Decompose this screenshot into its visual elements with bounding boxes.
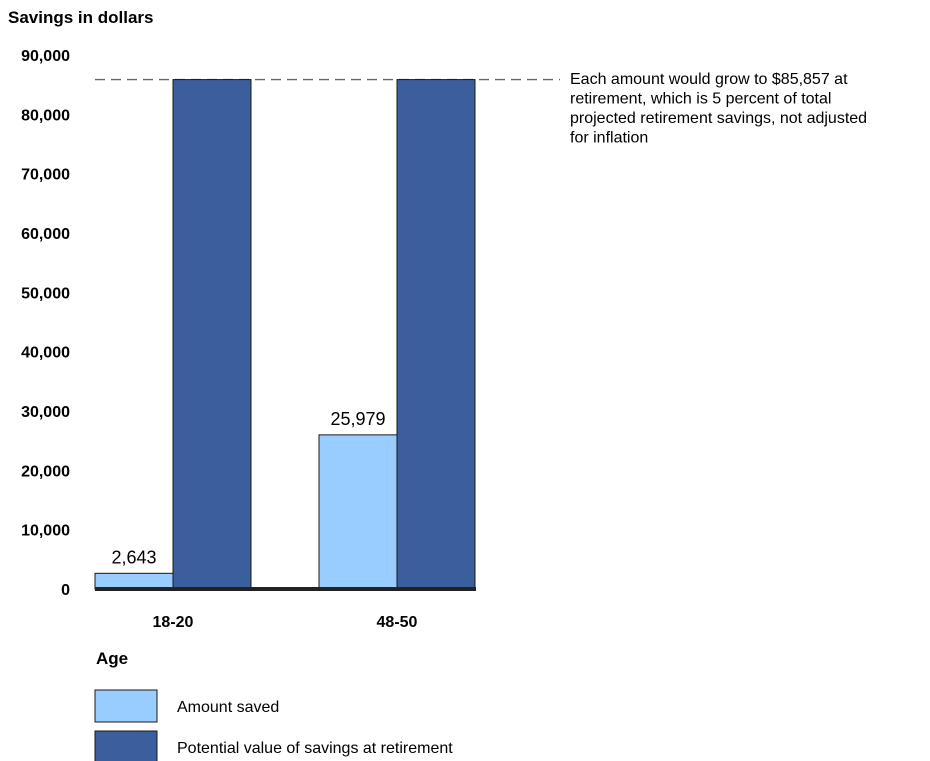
bar-retirement-value-48-50 — [396, 79, 476, 590]
y-tick-label: 0 — [61, 582, 70, 599]
bar-amount-saved-48-50 — [318, 434, 398, 590]
y-tick-label: 80,000 — [21, 107, 70, 124]
x-axis-title: Age — [96, 649, 128, 668]
x-axis-categories: 18-20 48-50 — [153, 614, 418, 631]
legend-label: Potential value of savings at retirement — [177, 740, 453, 757]
x-axis-baseline — [95, 587, 476, 591]
y-tick-label: 70,000 — [21, 167, 70, 184]
y-tick-label: 40,000 — [21, 345, 70, 362]
annotation-line: retirement, which is 5 percent of total — [570, 91, 831, 108]
y-tick-label: 60,000 — [21, 226, 70, 243]
legend-swatch — [94, 689, 158, 723]
bars — [94, 79, 476, 590]
annotation-line: for inflation — [570, 130, 648, 147]
annotation-line: Each amount would grow to $85,857 at — [570, 71, 848, 88]
x-category-label: 18-20 — [153, 614, 194, 631]
bar-retirement-value-18-20 — [172, 79, 252, 590]
y-tick-label: 30,000 — [21, 404, 70, 421]
y-axis-title: Savings in dollars — [8, 8, 154, 27]
annotation-text: Each amount would grow to $85,857 at reti… — [570, 71, 867, 147]
data-label: 25,979 — [330, 409, 385, 429]
legend-label: Amount saved — [177, 699, 279, 716]
bar-amount-saved-18-20 — [94, 572, 174, 590]
y-tick-label: 90,000 — [21, 48, 70, 65]
annotation-line: projected retirement savings, not adjust… — [570, 110, 867, 127]
data-labels: 2,643 25,979 — [111, 409, 385, 567]
legend-swatch — [94, 730, 158, 761]
data-label: 2,643 — [111, 547, 156, 567]
x-category-label: 48-50 — [377, 614, 418, 631]
y-tick-label: 10,000 — [21, 523, 70, 540]
legend: Amount saved Potential value of savings a… — [94, 689, 453, 761]
y-tick-label: 20,000 — [21, 463, 70, 480]
y-tick-label: 50,000 — [21, 285, 70, 302]
y-axis-ticks: 0 10,000 20,000 30,000 40,000 50,000 60,000 70,… — [21, 48, 70, 599]
